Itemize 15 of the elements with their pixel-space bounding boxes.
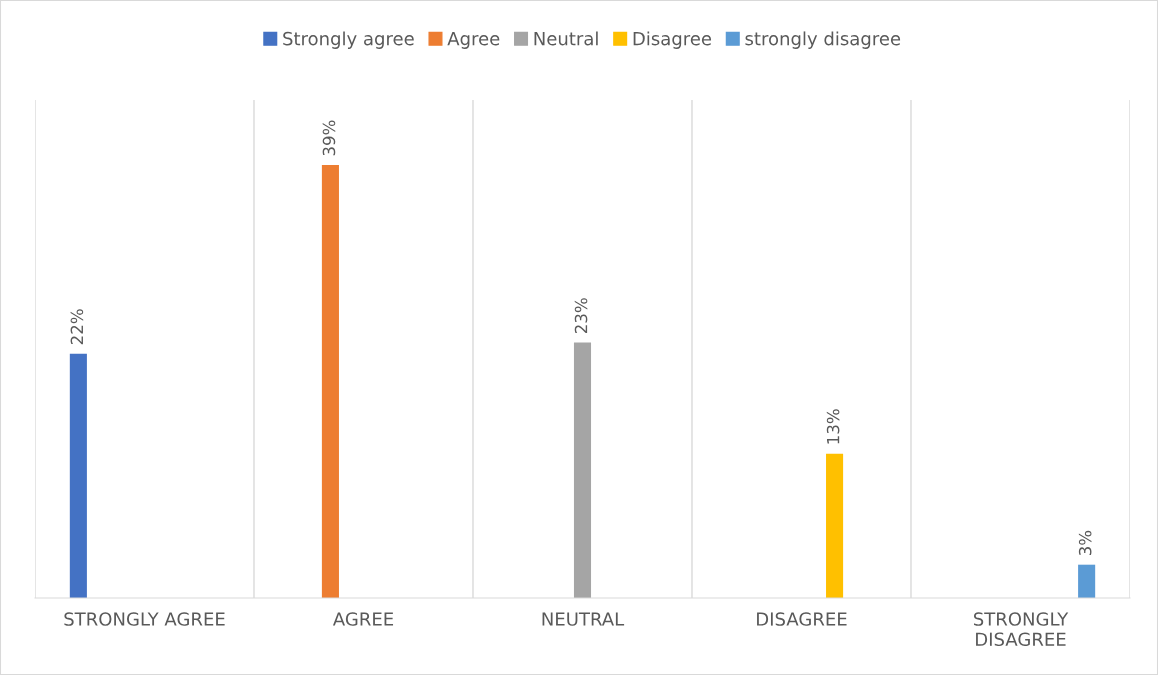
data-label: 22% (70, 309, 84, 345)
data-label: 39% (322, 120, 336, 156)
legend-label: Strongly agree (283, 31, 414, 49)
x-tick-label: AGREE (332, 612, 394, 626)
legend-label: Agree (447, 31, 500, 49)
legend-label: strongly disagree (745, 31, 901, 49)
x-tick-label: STRONGLY AGREE (64, 612, 225, 626)
data-label: 23% (574, 298, 588, 334)
x-tick-label: STRONGLY DISAGREE (973, 612, 1069, 647)
data-label: 13% (826, 409, 840, 444)
x-tick-label: DISAGREE (757, 612, 847, 626)
legend-label: Neutral (534, 31, 598, 46)
x-tick-label: NEUTRAL (542, 612, 625, 626)
data-label: 3% (1078, 530, 1092, 556)
legend-label: Disagree (633, 31, 712, 49)
